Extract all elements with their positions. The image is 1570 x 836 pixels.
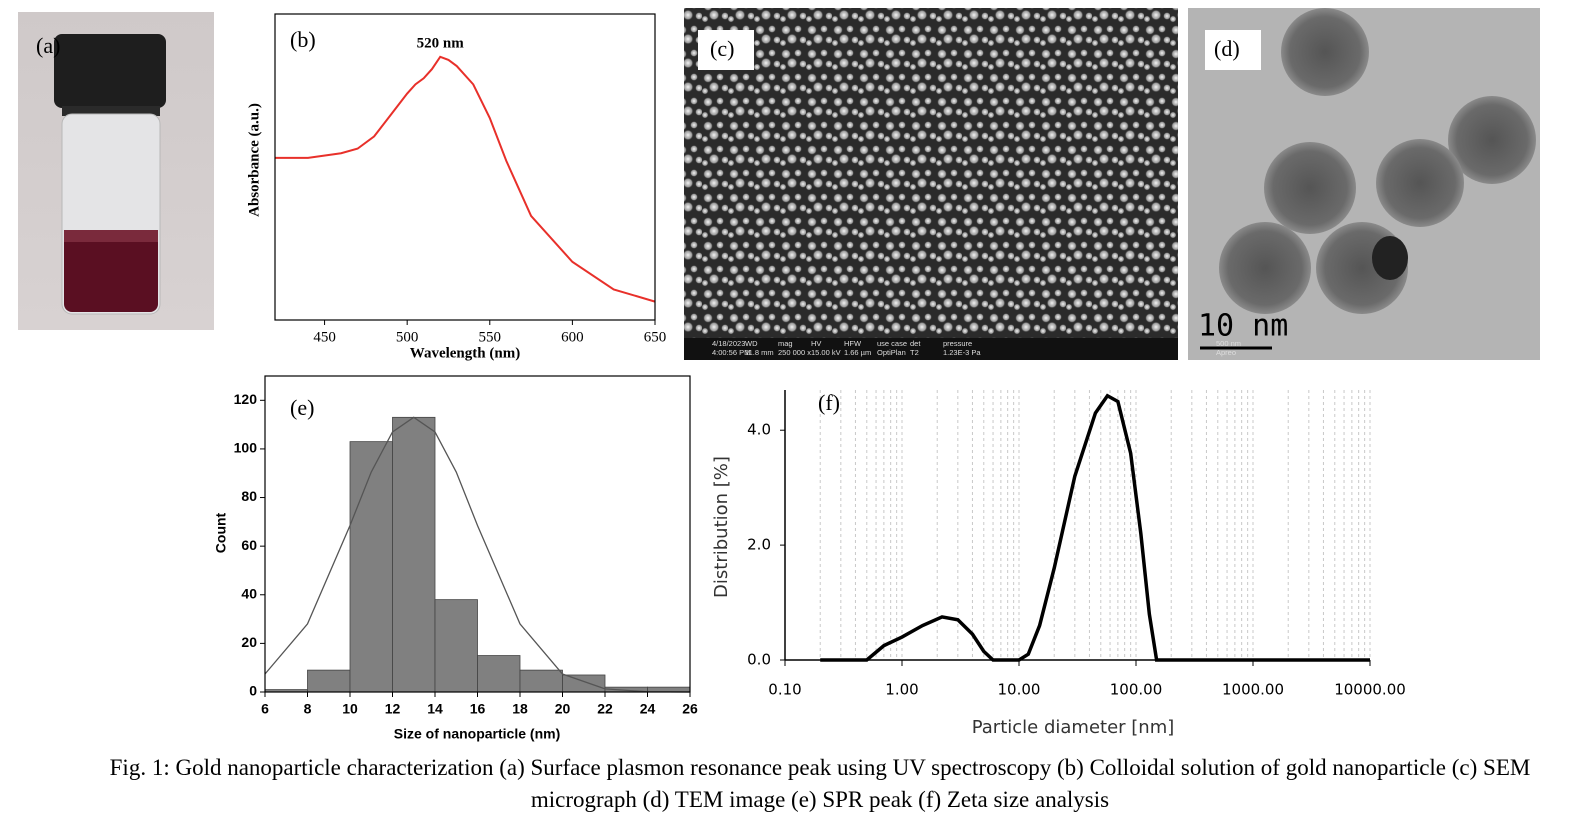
y-axis-label: Distribution [%] bbox=[711, 456, 732, 598]
x-tick-label: 20 bbox=[555, 701, 571, 717]
y-tick-label: 120 bbox=[234, 391, 258, 407]
sem-info: 4:00:56 PM bbox=[712, 348, 750, 357]
sem-info: 500 nm bbox=[1216, 339, 1241, 348]
x-axis-label: Wavelength (nm) bbox=[410, 345, 520, 361]
bar bbox=[307, 669, 351, 693]
sem-info: HV bbox=[811, 339, 821, 348]
panel-label: (f) bbox=[818, 390, 840, 415]
y-axis-label: Count bbox=[213, 512, 229, 553]
x-tick-label: 14 bbox=[427, 701, 443, 717]
data-line bbox=[820, 393, 1370, 662]
plot-frame bbox=[274, 13, 656, 321]
panel-label: (a) bbox=[36, 33, 60, 58]
x-tick-label: 26 bbox=[682, 701, 698, 717]
bar bbox=[477, 655, 521, 693]
plot-frame bbox=[264, 375, 691, 693]
sem-info: 11.8 mm bbox=[745, 348, 774, 357]
y-tick-label: 2.0 bbox=[747, 536, 771, 554]
sem-info: 15.00 kV bbox=[811, 348, 841, 357]
x-axis-label: Particle diameter [nm] bbox=[972, 717, 1175, 738]
x-tick-label: 22 bbox=[597, 701, 613, 717]
x-tick-label: 600 bbox=[561, 329, 584, 345]
fit-curve bbox=[264, 416, 691, 693]
x-tick-label: 10 bbox=[342, 701, 358, 717]
sem-info: WD bbox=[745, 339, 758, 348]
sem-info: 1.66 µm bbox=[844, 348, 871, 357]
x-tick-label: 500 bbox=[396, 329, 419, 345]
panel-label: (e) bbox=[290, 395, 314, 420]
sem-info: 4/18/2023 bbox=[712, 339, 745, 348]
sem-info: HFW bbox=[844, 339, 862, 348]
y-tick-label: 20 bbox=[241, 634, 257, 650]
x-tick-label: 10.00 bbox=[998, 681, 1041, 699]
sem-info: T2 bbox=[910, 348, 919, 357]
sem-info: pressure bbox=[943, 339, 972, 348]
sem-info: Apreo bbox=[1216, 348, 1236, 357]
y-tick-label: 4.0 bbox=[747, 421, 771, 439]
x-tick-label: 1.00 bbox=[885, 681, 918, 699]
bar bbox=[519, 669, 563, 693]
photo-sem bbox=[684, 8, 1178, 360]
y-tick-label: 40 bbox=[241, 585, 257, 601]
peak-annotation: 520 nm bbox=[417, 35, 465, 51]
x-tick-label: 6 bbox=[261, 701, 269, 717]
sem-info: det bbox=[910, 339, 921, 348]
label-box bbox=[1205, 30, 1261, 70]
bar bbox=[349, 441, 393, 693]
caption: Fig. 1: Gold nanoparticle characterizati… bbox=[109, 755, 1531, 812]
sem-info: 250 000 x bbox=[778, 348, 811, 357]
scale-bar-label: 10 nm bbox=[1198, 309, 1288, 344]
data-line bbox=[275, 55, 656, 303]
x-tick-label: 1000.00 bbox=[1222, 681, 1284, 699]
panel-label: (c) bbox=[710, 36, 734, 61]
bar bbox=[562, 674, 606, 693]
panel-label: (d) bbox=[1214, 36, 1240, 61]
sem-info: mag bbox=[778, 339, 793, 348]
x-tick-label: 650 bbox=[644, 329, 667, 345]
x-tick-label: 550 bbox=[479, 329, 502, 345]
sem-info: OptiPlan bbox=[877, 348, 906, 357]
x-tick-label: 16 bbox=[470, 701, 486, 717]
y-tick-label: 0 bbox=[249, 683, 257, 699]
x-tick-label: 10000.00 bbox=[1334, 681, 1406, 699]
y-axis-label: Absorbance (a.u.) bbox=[246, 103, 262, 217]
y-tick-label: 60 bbox=[241, 537, 257, 553]
x-tick-label: 24 bbox=[640, 701, 656, 717]
panel-label: (b) bbox=[290, 27, 316, 52]
x-tick-label: 8 bbox=[304, 701, 312, 717]
x-tick-label: 12 bbox=[385, 701, 401, 717]
bar bbox=[434, 599, 478, 693]
x-tick-label: 100.00 bbox=[1110, 681, 1163, 699]
sem-info: 1.23E-3 Pa bbox=[943, 348, 981, 357]
sem-info: use case bbox=[877, 339, 907, 348]
x-tick-label: 18 bbox=[512, 701, 528, 717]
photo-vial bbox=[18, 12, 214, 330]
y-tick-label: 80 bbox=[241, 488, 257, 504]
y-tick-label: 0.0 bbox=[747, 651, 771, 669]
x-tick-label: 450 bbox=[313, 329, 336, 345]
y-tick-label: 100 bbox=[234, 440, 258, 456]
x-axis-label: Size of nanoparticle (nm) bbox=[394, 726, 560, 742]
x-tick-label: 0.10 bbox=[768, 681, 801, 699]
bar bbox=[392, 416, 436, 693]
label-box bbox=[698, 30, 754, 70]
